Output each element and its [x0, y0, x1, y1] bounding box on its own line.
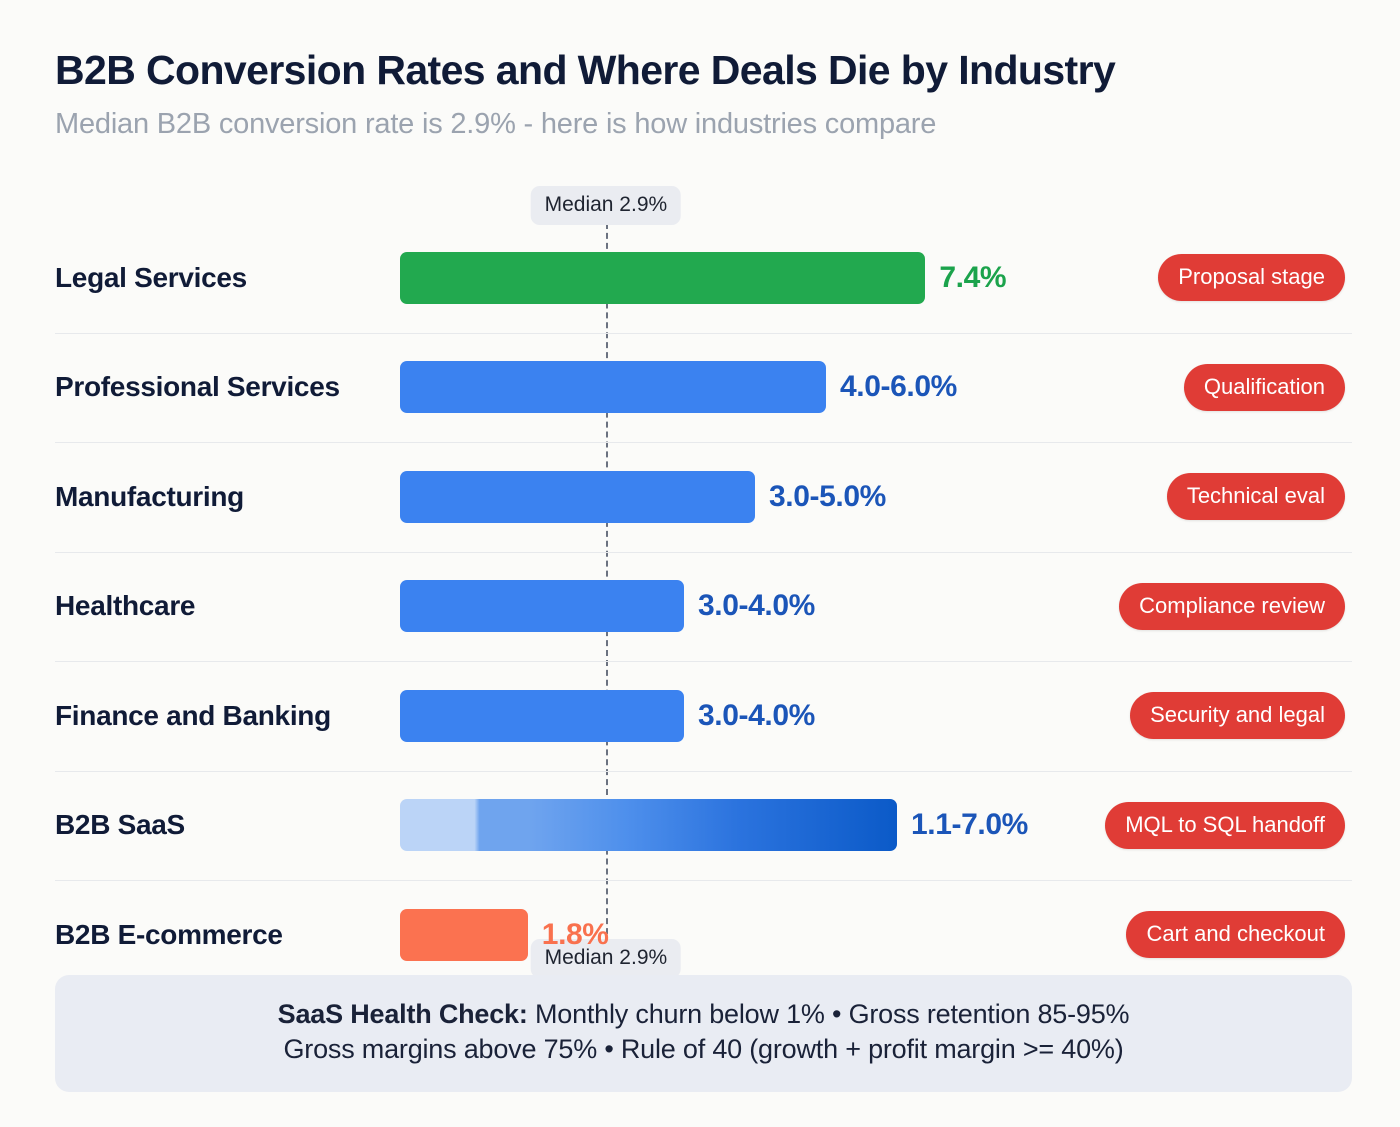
bar-gradient — [400, 799, 897, 852]
industry-label: B2B E-commerce — [55, 918, 283, 950]
bar-zone: 4.0-6.0% — [400, 361, 1400, 414]
bar-zone: 7.4% — [400, 251, 1400, 304]
bar-rows: Legal Services 7.4% Proposal stage Professi… — [0, 223, 1400, 990]
bar-blue — [400, 470, 755, 523]
median-label-top: Median 2.9% — [530, 186, 682, 225]
chart-header: B2B Conversion Rates and Where Deals Die… — [55, 47, 1355, 141]
page-title: B2B Conversion Rates and Where Deals Die… — [55, 47, 1116, 93]
status-badge[interactable]: Security and legal — [1130, 692, 1345, 740]
table-row: Professional Services 4.0-6.0% Qualificati… — [0, 332, 1400, 443]
bar-value-label: 1.8% — [541, 917, 609, 951]
bar-blue — [400, 361, 826, 414]
industry-label: B2B SaaS — [55, 809, 185, 841]
industry-label: Healthcare — [55, 590, 196, 622]
page-subtitle: Median B2B conversion rate is 2.9% - her… — [55, 107, 937, 140]
bar-green — [400, 251, 926, 304]
table-row: Manufacturing 3.0-5.0% Technical eval — [0, 442, 1400, 552]
table-row: B2B SaaS 1.1-7.0% MQL to SQL handoff — [0, 770, 1400, 881]
status-badge[interactable]: Technical eval — [1166, 473, 1345, 521]
status-badge[interactable]: Qualification — [1183, 363, 1345, 411]
bar-blue — [400, 580, 684, 633]
status-badge[interactable]: Cart and checkout — [1126, 911, 1345, 959]
bar-orange — [400, 908, 528, 961]
table-row: Legal Services 7.4% Proposal stage — [0, 223, 1400, 333]
saas-health-check-panel: SaaS Health Check: Monthly churn below 1… — [55, 974, 1352, 1092]
status-badge[interactable]: Compliance review — [1119, 582, 1345, 630]
plot-area: Median 2.9% Median 2.9% Legal Services 7.… — [0, 186, 1400, 978]
bar-value-label: 7.4% — [939, 260, 1007, 294]
footer-lead: SaaS Health Check: — [277, 998, 528, 1029]
bar-zone: 1.8% — [400, 908, 1400, 961]
bar-value-label: 1.1-7.0% — [911, 808, 1028, 842]
footer-rest: Monthly churn below 1% • Gross retention… — [527, 998, 1130, 1029]
table-row: B2B E-commerce 1.8% Cart and checkout — [0, 880, 1400, 990]
bar-blue — [400, 689, 684, 742]
table-row: Finance and Banking 3.0-4.0% Security and … — [0, 661, 1400, 771]
footer-line-1: SaaS Health Check: Monthly churn below 1… — [75, 997, 1332, 1033]
status-badge[interactable]: Proposal stage — [1158, 254, 1345, 302]
bar-value-label: 3.0-4.0% — [698, 698, 815, 732]
industry-label: Legal Services — [55, 261, 247, 293]
bar-zone: 3.0-4.0% — [400, 580, 1400, 633]
bar-value-label: 4.0-6.0% — [840, 370, 957, 404]
industry-label: Professional Services — [55, 371, 340, 403]
footer-line-2: Gross margins above 75% • Rule of 40 (gr… — [283, 1034, 1124, 1065]
median-label-bottom: Median 2.9% — [530, 939, 682, 978]
bar-value-label: 3.0-5.0% — [769, 479, 886, 513]
table-row: Healthcare 3.0-4.0% Compliance review — [0, 551, 1400, 662]
industry-label: Finance and Banking — [55, 699, 331, 731]
status-badge[interactable]: MQL to SQL handoff — [1105, 801, 1345, 849]
bar-value-label: 3.0-4.0% — [698, 589, 815, 623]
bar-zone: 3.0-4.0% — [400, 689, 1400, 742]
bar-zone: 3.0-5.0% — [400, 470, 1400, 523]
bar-zone: 1.1-7.0% — [400, 799, 1400, 852]
industry-label: Manufacturing — [55, 480, 244, 512]
